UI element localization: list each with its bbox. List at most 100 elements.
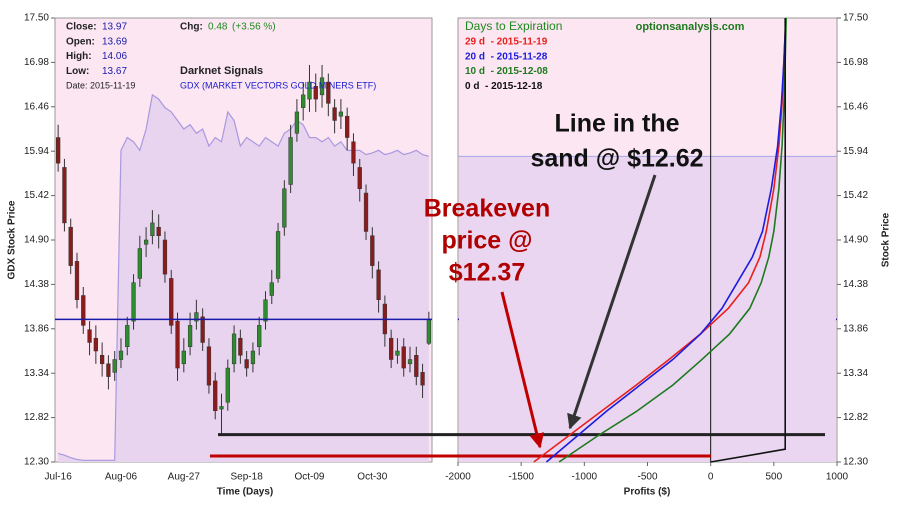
x-tick-label: Sep-18: [231, 472, 264, 483]
y-tick-label: 17.50: [843, 13, 868, 24]
candle-body: [326, 81, 331, 104]
signal-title: Darknet Signals: [180, 65, 263, 77]
candle-body: [319, 77, 325, 96]
band: [459, 156, 836, 463]
y-tick-label: 12.82: [24, 412, 49, 423]
info-value: 14.06: [102, 51, 127, 62]
x-axis-title: Profits ($): [624, 487, 671, 498]
candle-body: [219, 406, 224, 410]
candle-body: [87, 329, 92, 343]
candle-body: [307, 81, 312, 100]
candle-body: [370, 235, 375, 266]
info-value: 13.67: [102, 66, 127, 77]
candle-body: [125, 325, 130, 347]
info-label: Open:: [66, 36, 95, 47]
x-tick-label: Aug-27: [168, 472, 201, 483]
candle-body: [93, 337, 98, 352]
x-tick-label: Aug-06: [105, 472, 138, 483]
candle-body: [269, 282, 274, 296]
annotation: price @: [441, 227, 532, 255]
candle-body: [351, 141, 356, 164]
candle-body: [407, 359, 413, 365]
change-pct: (+3.56 %): [232, 22, 276, 33]
y-tick-label: 16.46: [24, 101, 49, 112]
profit-line: [710, 18, 787, 463]
candle-body: [338, 111, 344, 117]
y-tick-label: 15.94: [24, 146, 49, 157]
candle-body: [156, 226, 161, 236]
profit-line: [545, 17, 787, 463]
arrow: [567, 174, 657, 430]
info-label: High:: [66, 51, 92, 62]
candle-body: [225, 367, 230, 403]
y-tick-label: 13.34: [843, 368, 868, 379]
candle-body: [332, 107, 337, 121]
candle-body: [426, 319, 431, 344]
candle-body: [213, 380, 218, 412]
y-tick-label: 17.50: [24, 13, 49, 24]
arrow: [500, 291, 545, 449]
candle-body: [294, 111, 300, 134]
x-axis-title: Time (Days): [217, 487, 274, 498]
y-tick-label: 13.34: [24, 368, 49, 379]
y-tick-label: 14.38: [24, 279, 49, 290]
candle-body: [389, 337, 394, 360]
y-tick-label: 16.46: [843, 101, 868, 112]
candle-body: [169, 278, 174, 326]
candle-body: [282, 188, 287, 228]
change-label: Chg:: [180, 22, 203, 33]
candle-body: [68, 226, 73, 266]
symbol: GDX (MARKET VECTORS GOLD MINERS ETF): [180, 80, 376, 90]
y-axis-title: Stock Price: [881, 212, 892, 267]
y-tick-label: 14.90: [24, 235, 49, 246]
candle-body: [414, 355, 419, 377]
candle-body: [275, 231, 281, 279]
x-tick-label: 500: [765, 472, 782, 483]
annotation: Breakeven: [424, 195, 550, 223]
candle-body: [288, 137, 293, 185]
profit-line: [533, 17, 787, 463]
y-axis-title: GDX Stock Price: [7, 200, 18, 279]
x-tick-label: 0: [708, 472, 714, 483]
candle-body: [238, 337, 243, 356]
candle-body: [62, 167, 67, 224]
candle-body: [250, 350, 256, 365]
x-tick-label: Oct-30: [357, 472, 387, 483]
candle-body: [313, 86, 318, 100]
x-tick-label: Jul-16: [45, 472, 73, 483]
profit-line: [558, 17, 788, 463]
candle-body: [206, 346, 212, 386]
info-value: 13.69: [102, 36, 127, 47]
change-value: 0.48: [208, 22, 228, 33]
source: optionsanalysis.com: [636, 21, 745, 33]
y-tick-label: 12.30: [24, 457, 49, 468]
legend-label: 0 d - 2015-12-18: [465, 81, 543, 92]
candle-body: [194, 312, 199, 322]
legend-label: 20 d - 2015-11-28: [465, 51, 548, 62]
x-tick-label: -1500: [508, 472, 534, 483]
info-label: Low:: [66, 66, 89, 77]
candle-body: [150, 222, 155, 236]
y-tick-label: 12.82: [843, 412, 868, 423]
candle-body: [187, 325, 193, 347]
y-tick-label: 12.30: [843, 457, 868, 468]
legend-title: Days to Expiration: [465, 19, 562, 33]
y-tick-label: 14.90: [843, 235, 868, 246]
candle-body: [118, 350, 124, 360]
candle-body: [74, 261, 80, 301]
y-tick-label: 15.94: [843, 146, 868, 157]
candle-body: [112, 359, 117, 373]
x-tick-label: -1000: [572, 472, 598, 483]
candle-body: [81, 295, 86, 326]
candle-body: [175, 320, 180, 369]
info-value: 13.97: [102, 22, 127, 33]
candle-body: [263, 299, 268, 322]
annotation: sand @ $12.62: [530, 145, 703, 173]
y-tick-label: 16.98: [24, 57, 49, 68]
annotation: Line in the: [555, 110, 680, 138]
candle-body: [345, 115, 350, 138]
candle-body: [357, 167, 362, 190]
overlay-area: [58, 94, 429, 462]
candle-body: [162, 239, 168, 275]
candle-body: [363, 192, 369, 232]
